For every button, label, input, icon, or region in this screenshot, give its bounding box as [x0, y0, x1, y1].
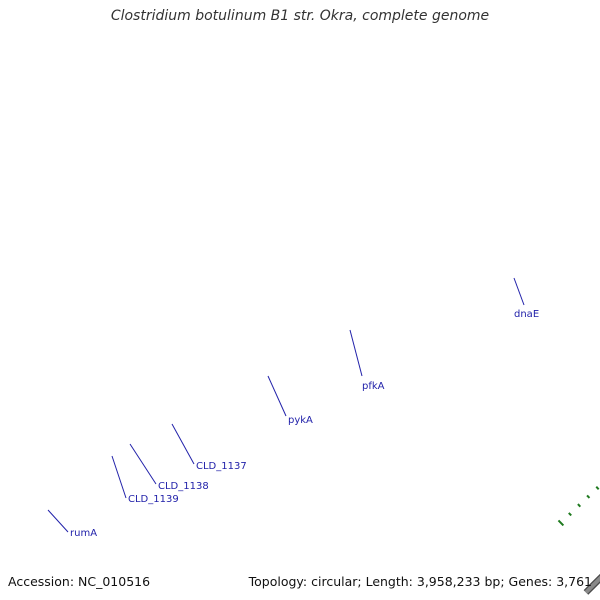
outer-tick [586, 494, 591, 499]
backbone-shadow [583, 574, 600, 595]
gene-label-dnaE: dnaE [514, 309, 539, 320]
genome-title: Clostridium botulinum B1 str. Okra, comp… [110, 8, 490, 24]
backbone-line [584, 575, 600, 594]
topology-text: Topology: circular; Length: 3,958,233 bp… [248, 574, 592, 589]
outer-tick [577, 503, 582, 508]
outer-tick [568, 512, 572, 517]
accession-text: Accession: NC_010516 [8, 574, 151, 589]
leader-line-pfkA [349, 329, 363, 377]
outer-dotted-track [557, 486, 600, 527]
leader-line-CLD_1139 [111, 455, 127, 499]
outer-tick [595, 486, 600, 490]
gene-label-layer: rumA CLD_1139 CLD_1138 CLD_1137 pykA pfkA dnaE [47, 277, 539, 539]
gene-label-rumA: rumA [70, 528, 97, 539]
outer-tick [557, 519, 565, 527]
gene-label-CLD_1139: CLD_1139 [128, 494, 179, 505]
leader-line-rumA [47, 509, 69, 533]
leader-line-CLD_1138 [129, 443, 157, 485]
leader-line-dnaE [513, 277, 525, 306]
genome-backbone [583, 574, 600, 595]
leader-line-pykA [267, 375, 287, 417]
gene-label-CLD_1138: CLD_1138 [158, 481, 209, 492]
leader-line-CLD_1137 [171, 423, 195, 465]
gene-label-pykA: pykA [288, 415, 313, 426]
gene-label-CLD_1137: CLD_1137 [196, 461, 247, 472]
gene-label-pfkA: pfkA [362, 381, 385, 392]
